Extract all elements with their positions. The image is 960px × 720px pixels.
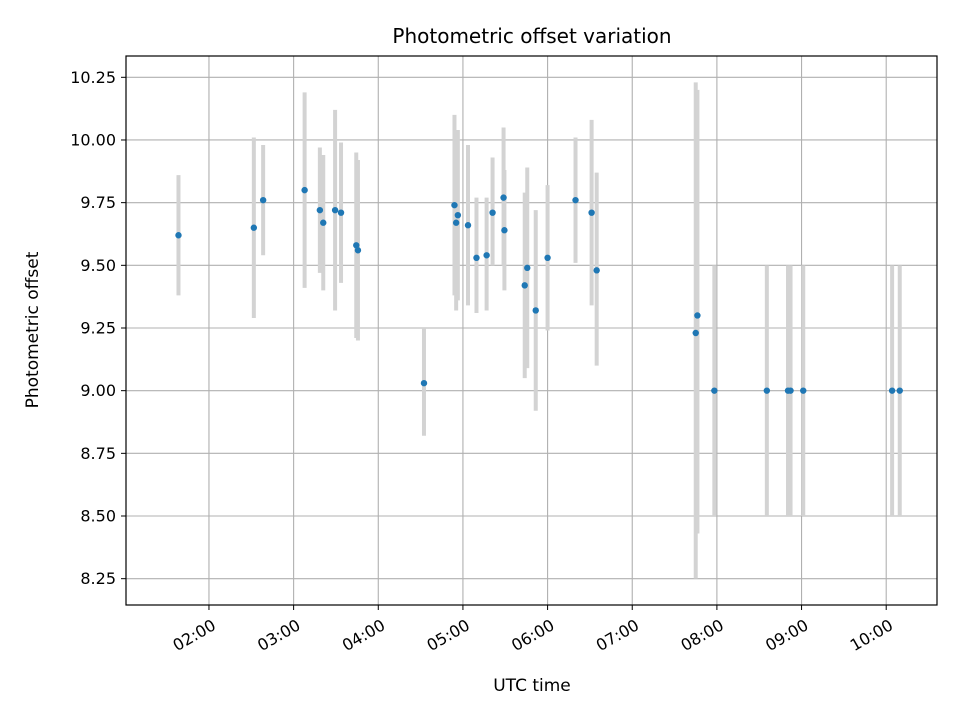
data-point [694,312,701,319]
data-point [896,387,903,394]
data-point [451,201,458,209]
data-point [301,186,308,194]
y-tick-label: 9.00 [80,381,116,400]
data-point [593,267,600,274]
data-point [331,206,339,214]
data-point [337,209,345,216]
data-point [250,224,258,231]
data-point [259,196,267,204]
y-tick-label: 10.25 [70,68,116,87]
y-tick-label: 9.50 [80,256,116,275]
y-axis-ticks: 8.25 8.50 8.75 9.00 9.25 9.50 9.75 10.00 10.25 [70,68,126,588]
data-point [588,209,595,216]
y-tick-label: 8.75 [80,444,116,463]
chart-title: Photometric offset variation [392,24,671,48]
data-point [464,222,472,229]
y-axis-label: Photometric offset [23,251,43,408]
data-point [524,264,531,272]
data-point [489,209,496,216]
data-point [711,387,718,394]
x-axis-label: UTC time [493,676,571,696]
data-point [532,307,539,314]
data-points [175,186,903,394]
data-point [692,329,699,337]
data-point [320,219,327,226]
data-point [521,282,528,289]
y-tick-label: 8.50 [80,507,116,526]
y-tick-label: 9.25 [80,318,116,337]
y-tick-label: 9.75 [80,193,116,212]
data-point [420,379,428,387]
data-point [572,196,579,204]
data-point [501,227,508,234]
data-point [473,254,480,262]
data-point [354,247,362,254]
data-point [763,387,771,394]
plot-frame [125,55,938,606]
data-point [175,232,182,239]
data-point [452,219,460,226]
data-point [454,211,462,219]
data-point [316,206,324,214]
data-point [353,242,360,249]
data-point [483,252,490,259]
data-point [787,387,794,394]
y-tick-label: 10.00 [70,130,116,149]
data-point [500,194,507,201]
data-point [544,254,551,262]
y-tick-label: 8.25 [80,569,116,588]
data-point [888,387,896,394]
data-point [800,387,807,394]
